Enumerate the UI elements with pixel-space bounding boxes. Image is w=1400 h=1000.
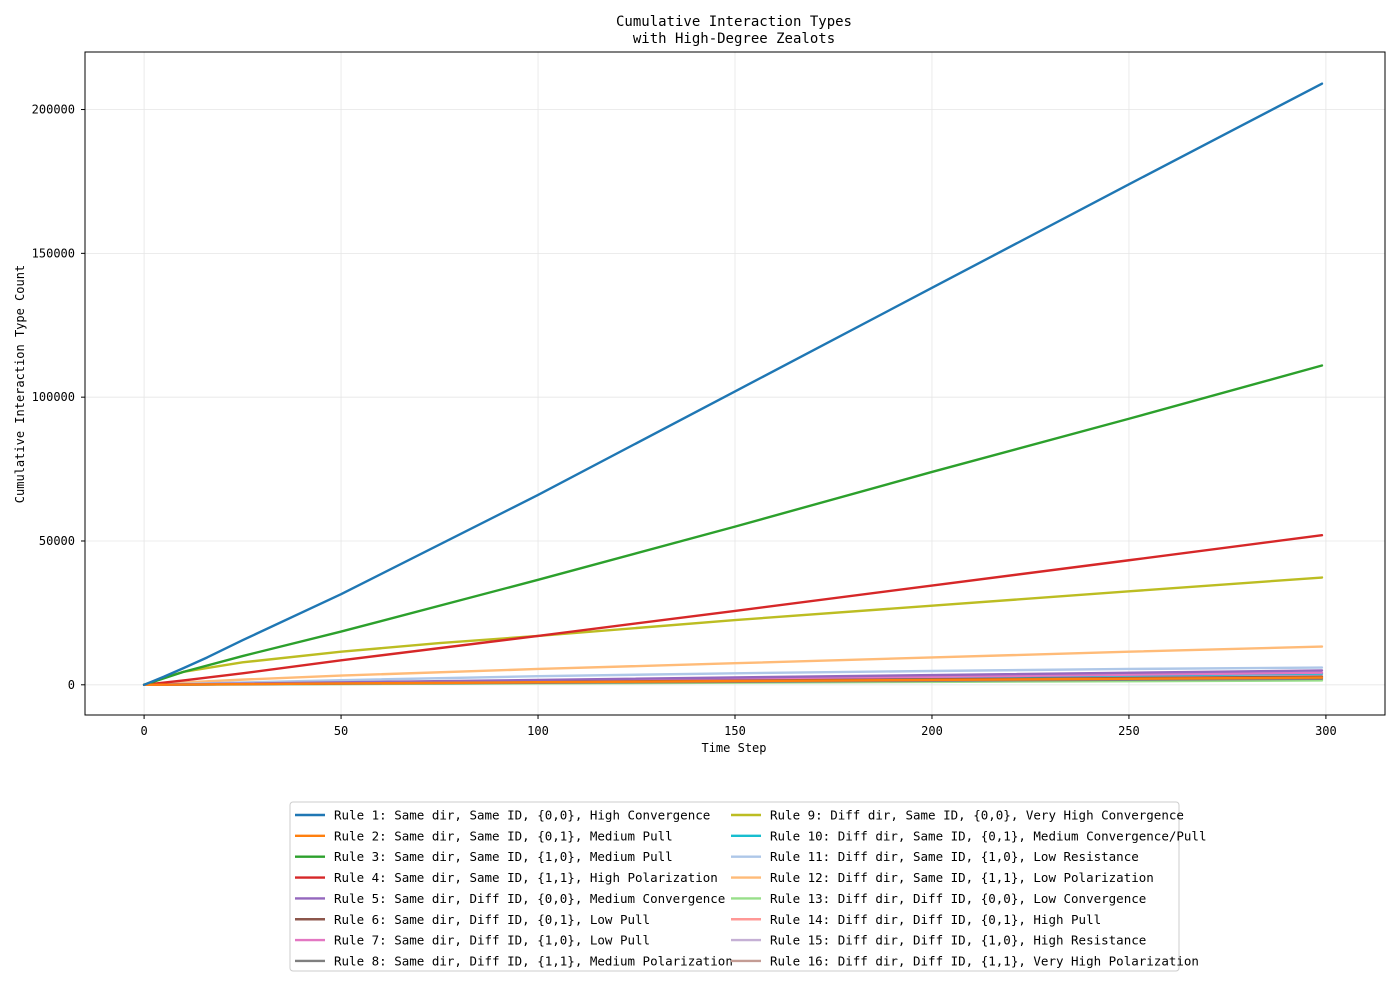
- series-line-rule-12: [142, 645, 1324, 686]
- y-tick-label: 100000: [32, 390, 75, 404]
- legend-entries: Rule 1: Same dir, Same ID, {0,0}, High C…: [295, 808, 1207, 968]
- chart-title-line-1: Cumulative Interaction Types: [616, 14, 852, 30]
- legend-label-rule-10: Rule 10: Diff dir, Same ID, {0,1}, Mediu…: [770, 828, 1207, 843]
- series-group: [142, 82, 1324, 686]
- x-tick-label: 300: [1315, 724, 1337, 738]
- legend-label-rule-9: Rule 9: Diff dir, Same ID, {0,0}, Very H…: [770, 808, 1184, 823]
- legend-label-rule-11: Rule 11: Diff dir, Same ID, {1,0}, Low R…: [770, 849, 1139, 864]
- legend-label-rule-8: Rule 8: Same dir, Diff ID, {1,1}, Medium…: [334, 953, 733, 968]
- legend-label-rule-3: Rule 3: Same dir, Same ID, {1,0}, Medium…: [334, 849, 673, 864]
- series-line-rule-4: [142, 534, 1324, 686]
- x-tick-label: 200: [921, 724, 943, 738]
- legend-label-rule-5: Rule 5: Same dir, Diff ID, {0,0}, Medium…: [334, 891, 725, 906]
- x-tick-label: 100: [527, 724, 549, 738]
- legend-label-rule-16: Rule 16: Diff dir, Diff ID, {1,1}, Very …: [770, 953, 1199, 968]
- x-tick-label: 150: [724, 724, 746, 738]
- y-tick-label: 0: [68, 678, 75, 692]
- legend: Rule 1: Same dir, Same ID, {0,0}, High C…: [289, 801, 1207, 972]
- y-axis-label: Cumulative Interaction Type Count: [13, 265, 27, 503]
- legend-label-rule-7: Rule 7: Same dir, Diff ID, {1,0}, Low Pu…: [334, 933, 650, 948]
- x-tick-label: 0: [140, 724, 147, 738]
- legend-frame: [289, 801, 1180, 972]
- ticks: 0 50 100 150 200 250 300 0 50000 100000 150000 2000…: [32, 103, 1337, 738]
- x-tick-label: 50: [334, 724, 348, 738]
- legend-label-rule-1: Rule 1: Same dir, Same ID, {0,0}, High C…: [334, 808, 710, 823]
- x-tick-label: 250: [1118, 724, 1140, 738]
- chart-title-line-2: with High-Degree Zealots: [633, 31, 835, 47]
- series-line-rule-3: [142, 364, 1324, 686]
- legend-label-rule-14: Rule 14: Diff dir, Diff ID, {0,1}, High …: [770, 912, 1101, 927]
- legend-label-rule-6: Rule 6: Same dir, Diff ID, {0,1}, Low Pu…: [334, 912, 650, 927]
- legend-label-rule-13: Rule 13: Diff dir, Diff ID, {0,0}, Low C…: [770, 891, 1146, 906]
- series-line-rule-11: [142, 666, 1324, 686]
- legend-label-rule-2: Rule 2: Same dir, Same ID, {0,1}, Medium…: [334, 828, 673, 843]
- legend-label-rule-15: Rule 15: Diff dir, Diff ID, {1,0}, High …: [770, 933, 1146, 948]
- y-tick-label: 150000: [32, 246, 75, 260]
- series-line-rule-1: [142, 82, 1324, 686]
- y-tick-label: 50000: [39, 534, 75, 548]
- y-tick-label: 200000: [32, 103, 75, 117]
- x-axis-label: Time Step: [701, 741, 766, 755]
- series-line-rule-2: [142, 676, 1324, 686]
- legend-label-rule-4: Rule 4: Same dir, Same ID, {1,1}, High P…: [334, 870, 718, 885]
- legend-label-rule-12: Rule 12: Diff dir, Same ID, {1,1}, Low P…: [770, 870, 1154, 885]
